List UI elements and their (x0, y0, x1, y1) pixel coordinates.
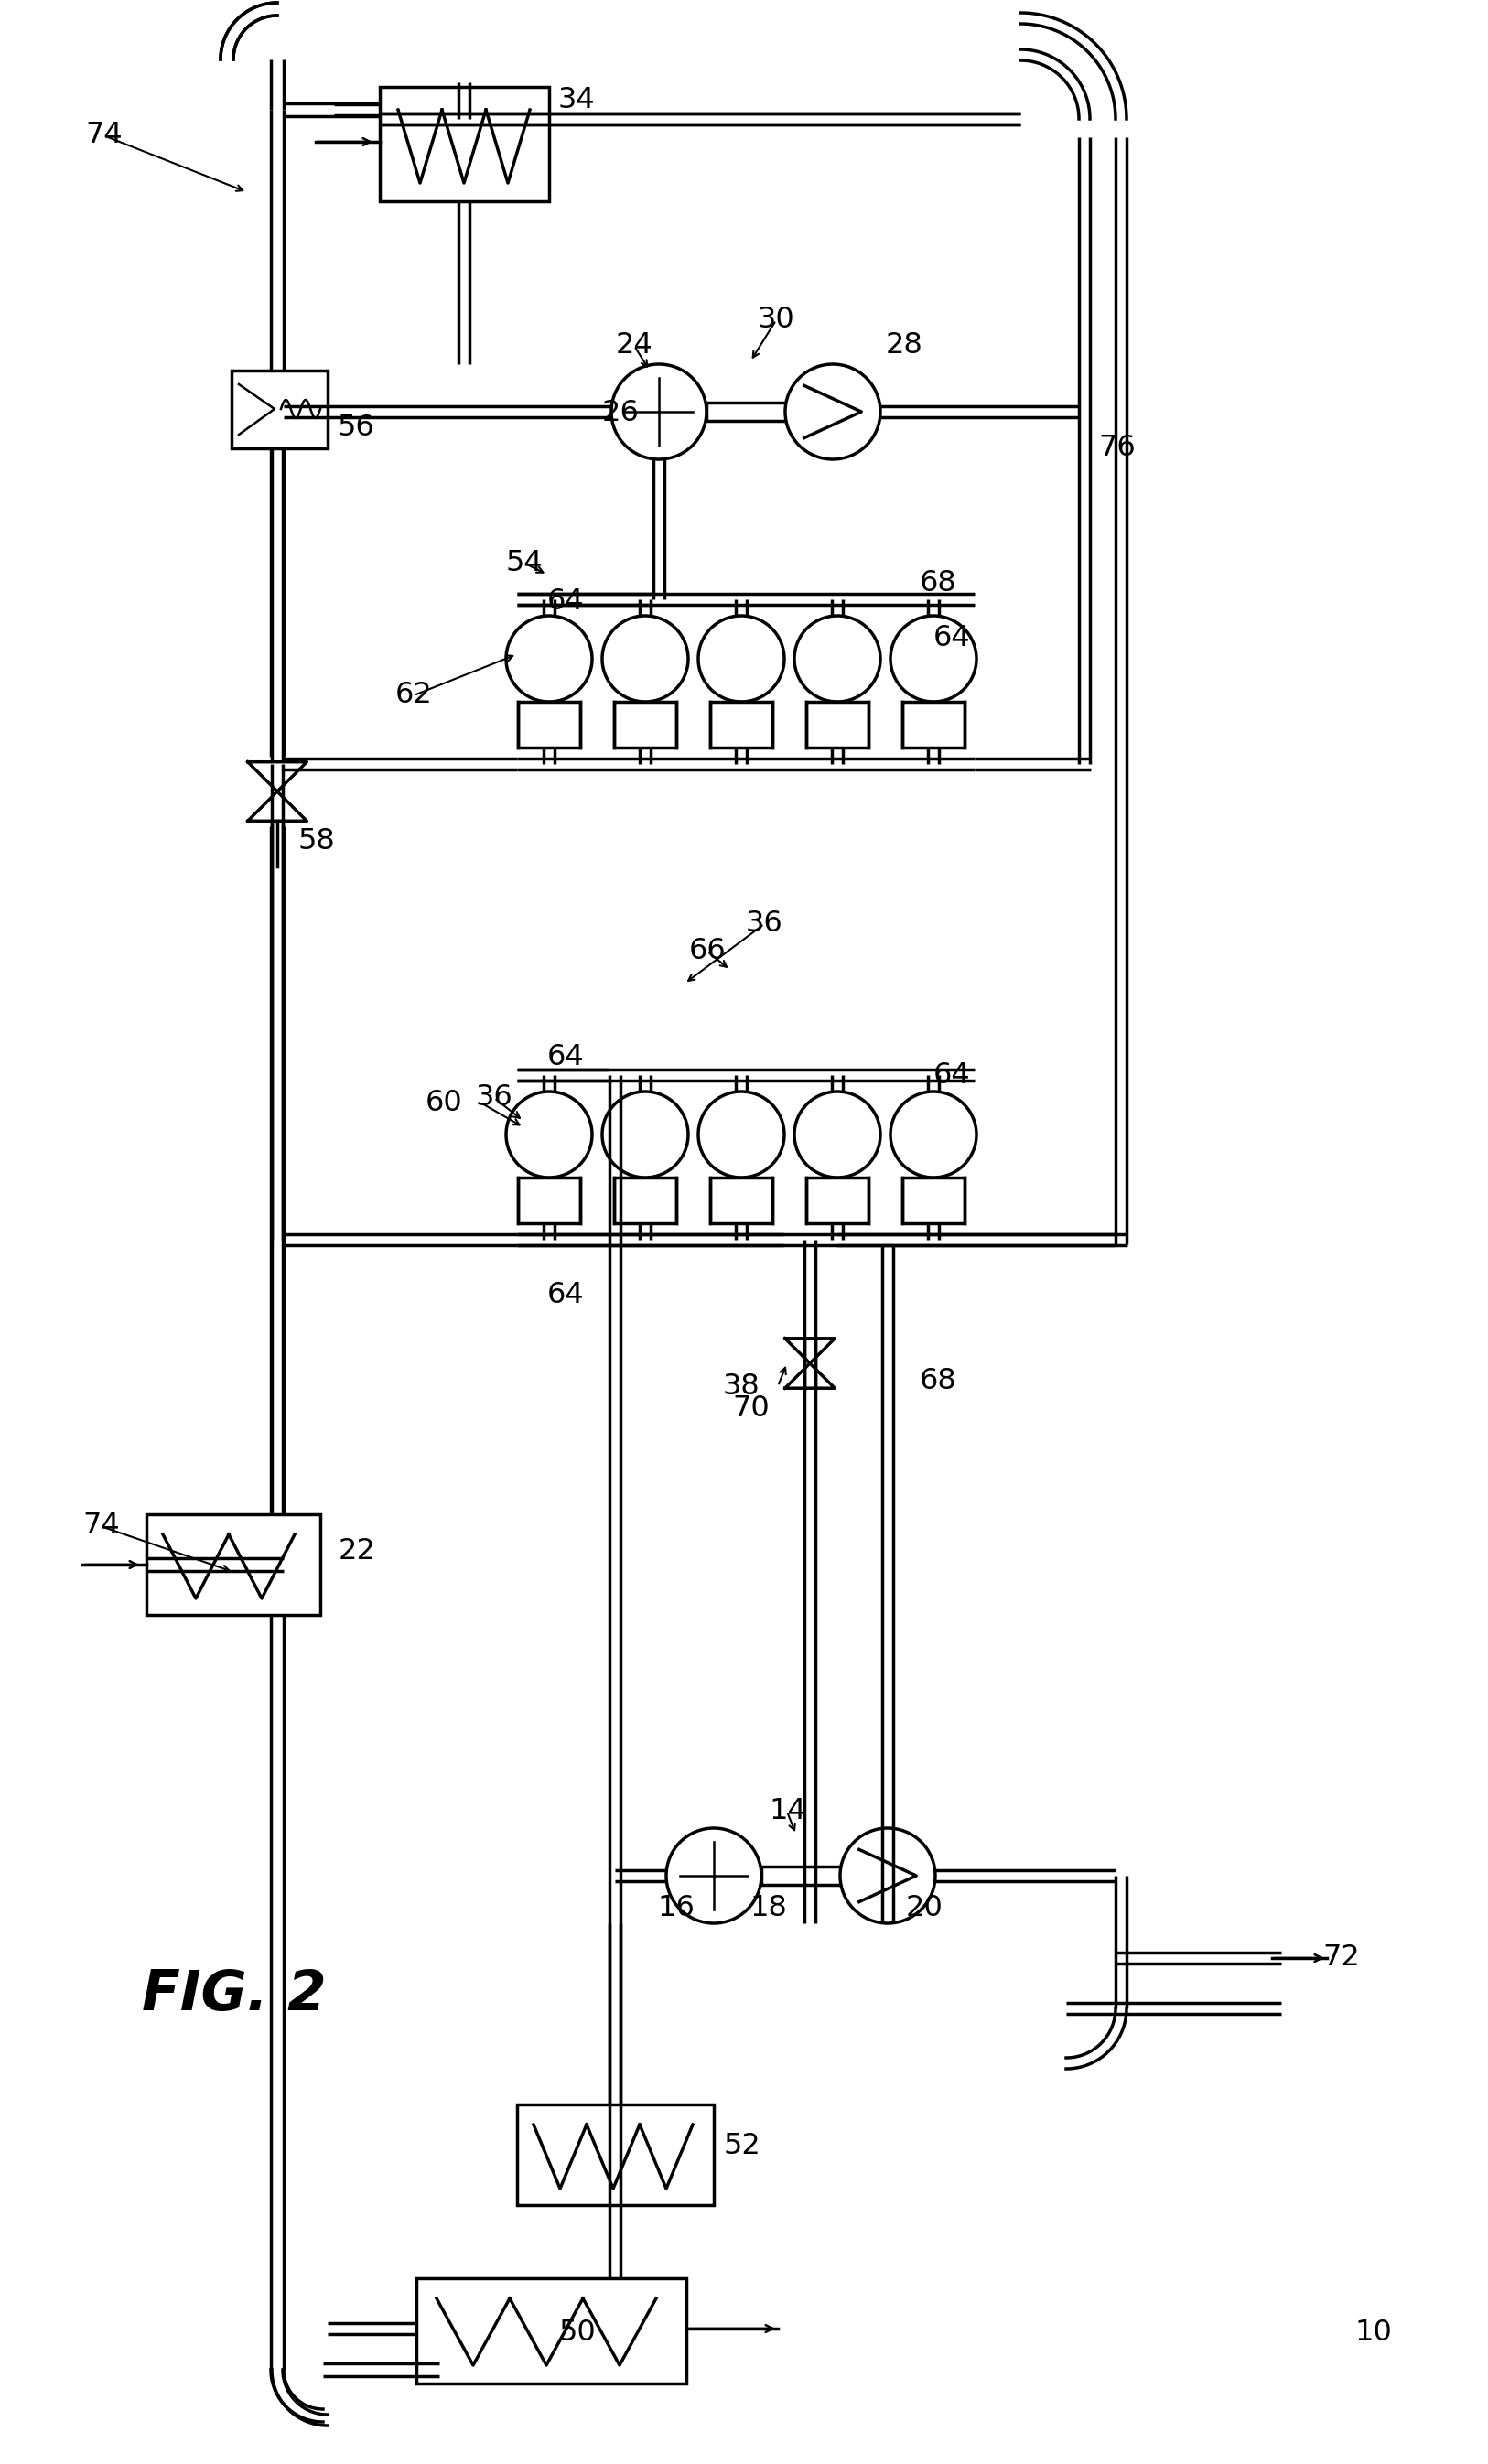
Bar (806, 702, 869, 747)
Text: 50: 50 (558, 2319, 595, 2348)
Bar (516, 2104, 714, 2205)
Text: 72: 72 (1323, 1944, 1360, 1971)
Bar (518, 702, 580, 747)
Text: 56: 56 (336, 414, 373, 444)
Circle shape (698, 1092, 784, 1178)
Circle shape (603, 1092, 687, 1178)
Text: 68: 68 (920, 569, 957, 599)
Circle shape (506, 616, 592, 702)
Text: 64: 64 (548, 1281, 585, 1308)
Bar (710, 702, 772, 747)
Text: 54: 54 (504, 549, 542, 577)
Text: 28: 28 (885, 333, 923, 360)
Bar (762, 1868, 888, 1885)
Bar (710, 1178, 772, 1222)
Text: 68: 68 (920, 1368, 957, 1395)
Circle shape (506, 1092, 592, 1178)
Circle shape (795, 1092, 881, 1178)
Text: 74: 74 (82, 1513, 119, 1540)
Circle shape (698, 616, 784, 702)
Bar (146, 1515, 320, 1614)
Text: 36: 36 (745, 909, 783, 939)
Bar (518, 1178, 580, 1222)
Text: 26: 26 (603, 399, 640, 429)
Circle shape (667, 1828, 762, 1924)
Circle shape (612, 365, 707, 458)
Text: 22: 22 (339, 1538, 376, 1565)
Circle shape (841, 1828, 936, 1924)
Text: 64: 64 (548, 1042, 585, 1072)
Circle shape (890, 1092, 976, 1178)
Text: 24: 24 (616, 333, 653, 360)
Text: 34: 34 (558, 86, 595, 116)
Bar (806, 1178, 869, 1222)
Bar (902, 1178, 964, 1222)
Text: 14: 14 (769, 1796, 806, 1826)
Circle shape (786, 365, 881, 458)
Text: 60: 60 (426, 1089, 463, 1116)
Text: FIG. 2: FIG. 2 (141, 1969, 326, 2020)
Bar (615, 702, 676, 747)
Bar (707, 402, 833, 421)
Bar (615, 1178, 676, 1222)
Bar (902, 702, 964, 747)
Bar (232, 370, 327, 448)
Text: 16: 16 (658, 1892, 695, 1922)
Text: 52: 52 (723, 2131, 760, 2161)
Text: 58: 58 (298, 828, 335, 855)
Text: 70: 70 (732, 1395, 769, 1424)
Text: 18: 18 (750, 1892, 787, 1922)
Text: 76: 76 (1098, 434, 1135, 463)
Text: 74: 74 (85, 121, 122, 150)
Text: 30: 30 (757, 306, 795, 335)
Bar (379, 86, 549, 202)
Bar (417, 2279, 686, 2383)
Text: 64: 64 (933, 1062, 970, 1089)
Text: 64: 64 (548, 589, 585, 616)
Text: 36: 36 (476, 1084, 513, 1111)
Circle shape (603, 616, 687, 702)
Text: 64: 64 (933, 623, 970, 653)
Text: 10: 10 (1354, 2319, 1391, 2348)
Text: 20: 20 (906, 1892, 943, 1922)
Circle shape (890, 616, 976, 702)
Text: 62: 62 (396, 680, 433, 710)
Text: 66: 66 (689, 936, 726, 966)
Circle shape (795, 616, 881, 702)
Text: 38: 38 (722, 1372, 759, 1400)
